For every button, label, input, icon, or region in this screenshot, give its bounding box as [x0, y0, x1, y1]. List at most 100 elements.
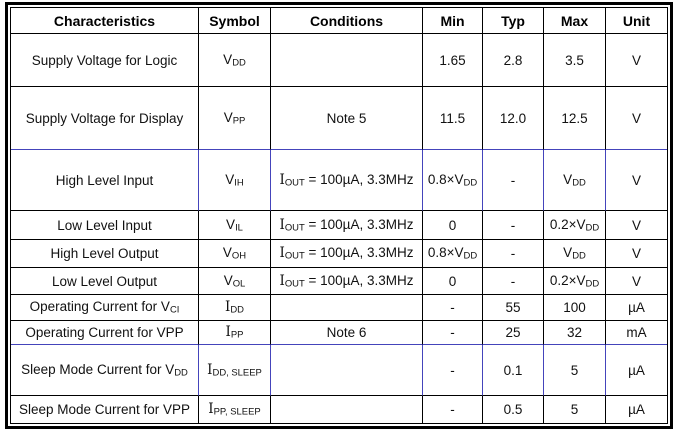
table-cell: Low Level Input [11, 211, 199, 240]
table-cell: IOUT = 100µA, 3.3MHz [271, 150, 423, 211]
table-cell: Note 5 [271, 87, 423, 150]
text-segment: Sleep Mode Current for VPP [18, 402, 191, 417]
table-cell: Low Level Output [11, 268, 199, 295]
table-row-operating-current-for-vpp: Operating Current for VPP IPP Note 6 - 25 32 m… [11, 321, 667, 345]
table-row-operating-current-for-vci: Operating Current for VCI IDD - 55 100 µA [11, 295, 667, 321]
text-segment: 12.5 [561, 110, 588, 126]
text-segment: 5 [570, 362, 579, 378]
text-segment: I [208, 401, 214, 418]
text-segment: DD [174, 367, 188, 379]
text-segment: - [450, 300, 455, 315]
text-segment: 0.1 [503, 362, 523, 378]
table-cell: IPP [199, 321, 271, 345]
text-segment: - [450, 325, 455, 340]
column-header-typ: Typ [483, 8, 544, 34]
text-segment: 0 [448, 273, 457, 289]
table-cell: Sleep Mode Current for VDD [11, 345, 199, 396]
text-segment: 0.8×V [427, 245, 464, 261]
table-cell: - [483, 240, 544, 268]
text-segment: I [279, 245, 285, 262]
text-segment: 25 [505, 325, 521, 340]
text-segment: = 100µA, 3.3MHz [304, 216, 414, 232]
table-cell: 5 [544, 396, 606, 423]
text-segment: 11.5 [439, 110, 466, 126]
text-segment: OUT [284, 251, 305, 263]
text-segment: Low Level Output [51, 273, 158, 289]
column-header-symbol: Symbol [199, 8, 271, 34]
table-cell: IOUT = 100µA, 3.3MHz [271, 240, 423, 268]
text-segment: 0.8×V [427, 171, 464, 187]
table-cell: 0.8×VDD [423, 240, 483, 268]
text-segment: DD [232, 57, 246, 69]
text-segment: Supply Voltage for Display [25, 110, 184, 126]
text-segment: OUT [284, 177, 305, 189]
table-cell: 100 [544, 295, 606, 321]
table-cell: 2.8 [483, 34, 544, 87]
text-segment: Operating Current for V [29, 299, 170, 315]
table-cell: IPP, SLEEP [199, 396, 271, 423]
table-cell: Operating Current for VCI [11, 295, 199, 321]
text-segment: µA [628, 300, 645, 315]
text-segment: 55 [505, 300, 521, 315]
text-segment: V [631, 217, 641, 233]
text-segment: DD [572, 251, 586, 263]
table-cell: 1.65 [423, 34, 483, 87]
table-cell: Note 6 [271, 321, 423, 345]
table-cell: - [483, 268, 544, 295]
text-segment: V [225, 171, 235, 187]
text-segment: - [450, 362, 455, 378]
table-cell: VIL [199, 211, 271, 240]
text-segment: - [510, 172, 516, 188]
text-segment: 100 [563, 300, 586, 315]
table-cell: Supply Voltage for Display [11, 87, 199, 150]
characteristics-table: Characteristics Symbol Conditions Min Typ Max… [11, 8, 667, 423]
table-cell: VOL [199, 268, 271, 295]
text-segment: Sleep Mode Current for V [21, 361, 175, 377]
table-inner-border: Characteristics Symbol Conditions Min Typ Max… [10, 7, 668, 424]
table-cell: 12.0 [483, 87, 544, 150]
table-cell: - [483, 211, 544, 240]
table-cell: 0.8×VDD [423, 150, 483, 211]
text-segment: V [222, 245, 232, 261]
table-cell: 0 [423, 268, 483, 295]
column-header-max: Max [544, 8, 606, 34]
table-cell: High Level Input [11, 150, 199, 211]
table-cell: V [606, 211, 667, 240]
text-segment: OUT [284, 222, 305, 234]
text-segment: 0 [448, 217, 457, 233]
text-segment: µA [628, 402, 645, 417]
table-cell: 32 [544, 321, 606, 345]
table-cell: 0.1 [483, 345, 544, 396]
text-segment: V [631, 273, 641, 289]
text-segment: IH [234, 177, 244, 189]
table-cell: 11.5 [423, 87, 483, 150]
text-segment: DD [230, 305, 244, 317]
text-segment: 0.2×V [549, 216, 586, 232]
text-segment: V [631, 52, 641, 68]
table-body: Supply Voltage for Logic VDD 1.65 2.8 3.5 V Su… [11, 34, 667, 423]
table-cell: Sleep Mode Current for VPP [11, 396, 199, 423]
table-cell: IDD, SLEEP [199, 345, 271, 396]
text-segment: = 100µA, 3.3MHz [304, 245, 414, 261]
table-row-sleep-mode-current-for-vdd: Sleep Mode Current for VDD IDD, SLEEP -0.1… [11, 345, 667, 396]
text-segment: V [631, 110, 641, 126]
text-segment: V [223, 51, 233, 67]
text-segment: 12.0 [499, 110, 527, 126]
table-cell: VDD [199, 34, 271, 87]
table-row-high-level-output: High Level Output VOH IOUT = 100µA, 3.3MHz… [11, 240, 667, 268]
text-segment: I [225, 299, 231, 316]
table-cell: 0 [423, 211, 483, 240]
text-segment: V [226, 216, 236, 232]
text-segment: OUT [284, 278, 305, 290]
text-segment: PP [232, 115, 246, 127]
text-segment: PP, SLEEP [213, 407, 261, 419]
text-segment: DD [572, 177, 586, 189]
table-cell [271, 396, 423, 423]
text-segment: OH [231, 251, 247, 263]
text-segment: µA [628, 362, 645, 378]
text-segment: V [631, 172, 641, 188]
text-segment: - [450, 402, 455, 417]
table-cell: 0.5 [483, 396, 544, 423]
text-segment: DD [463, 251, 478, 263]
text-segment: 32 [566, 325, 583, 340]
